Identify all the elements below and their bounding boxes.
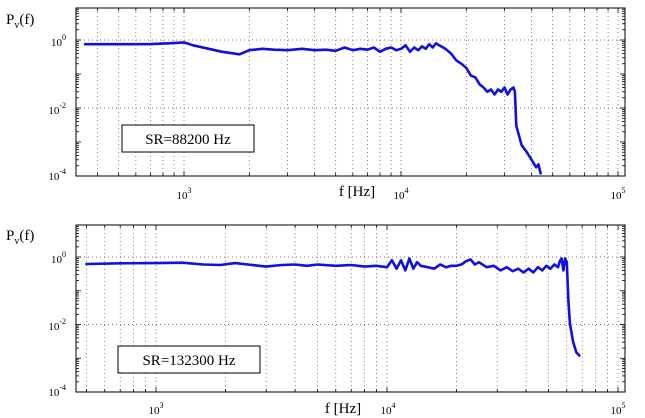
xtick-label-top-2: 105 [611, 186, 626, 202]
ytick-label-top-0: 100 [51, 33, 66, 49]
series-line-top-0 [83, 41, 542, 175]
xtick-label-bottom-0: 103 [149, 401, 164, 417]
annotation-box-bottom [117, 345, 261, 374]
y-axis-label-bottom: Pv(f) [6, 228, 34, 247]
ytick-label-bottom-1: 10-2 [48, 317, 66, 333]
xtick-label-top-1: 104 [394, 186, 409, 202]
series-line-bottom-0 [85, 257, 581, 357]
ytick-label-bottom-2: 10-4 [48, 383, 66, 399]
x-axis-label-bottom: f [Hz] [325, 401, 361, 417]
annotation-top: SR=88200 Hz [145, 132, 231, 148]
xtick-label-bottom-2: 105 [611, 401, 626, 417]
y-axis-label-top: Pv(f) [6, 12, 34, 31]
series-bottom [85, 257, 581, 357]
panel-top: 100 10-2 10-4 103 104 105 Pv(f) f [Hz] S… [6, 7, 626, 202]
xtick-label-top-0: 103 [177, 186, 192, 202]
x-axis-label-top: f [Hz] [339, 184, 375, 200]
panel-bottom: 100 10-2 10-4 103 104 105 Pv(f) f [Hz] S… [6, 224, 626, 417]
annotation-box-top [121, 124, 255, 153]
ticks-bottom [76, 225, 625, 393]
xtick-label-bottom-1: 104 [381, 401, 396, 417]
ytick-label-top-2: 10-4 [48, 167, 66, 183]
ytick-label-bottom-0: 100 [51, 250, 66, 266]
annotation-bottom: SR=132300 Hz [142, 353, 235, 369]
ticks-top [76, 8, 625, 177]
ytick-label-top-1: 10-2 [48, 101, 66, 117]
series-top [83, 41, 542, 175]
